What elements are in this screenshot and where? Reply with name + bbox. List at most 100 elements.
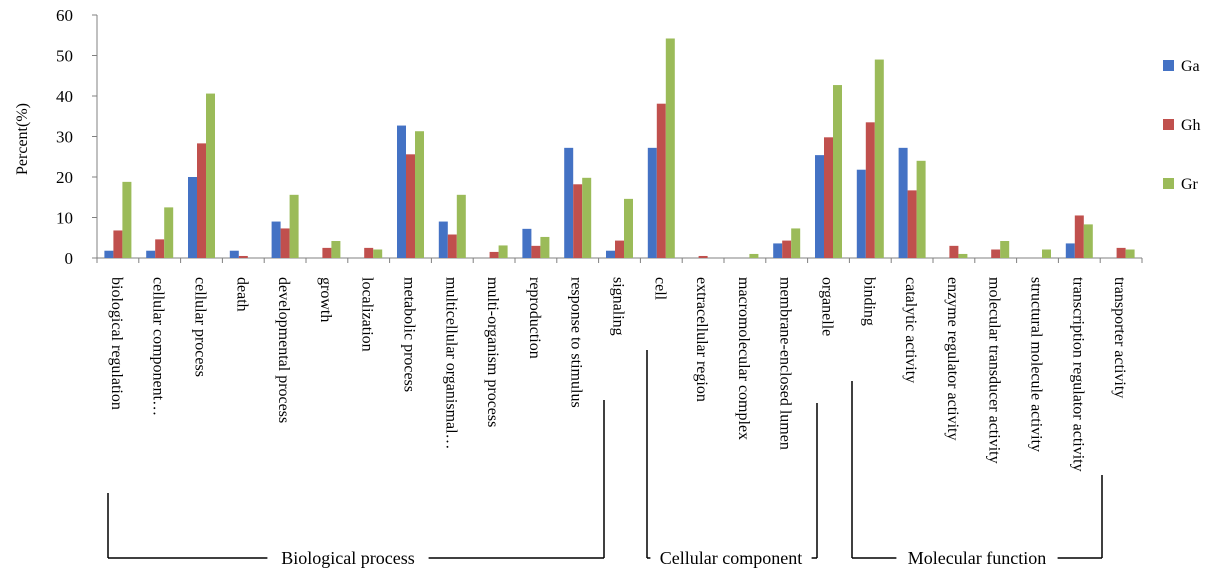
y-axis-title: Percent(%)	[14, 103, 31, 175]
bar-gh	[364, 247, 374, 259]
bar-ga	[271, 221, 281, 258]
x-category-label: biological regulation	[108, 277, 125, 410]
x-category-label: cell	[651, 277, 668, 301]
bar-gr	[874, 59, 884, 258]
bar-gr	[206, 93, 215, 258]
bar-gh	[531, 245, 541, 258]
bar-gh	[406, 154, 415, 258]
x-category-label: localization	[359, 277, 376, 352]
bar-gr	[916, 160, 926, 258]
bar-gr	[958, 253, 968, 258]
bar-gh	[615, 240, 624, 258]
bar-gr	[289, 194, 299, 258]
bar-gr	[833, 85, 842, 258]
x-category-label: cellular process	[192, 277, 209, 377]
bar-ga	[229, 250, 239, 258]
bar-gr	[456, 194, 466, 258]
group-label: Cellular component	[660, 548, 802, 568]
x-category-label: multi-organism process	[484, 277, 501, 427]
bar-gh	[197, 143, 206, 258]
x-category-label: death	[233, 277, 250, 312]
bar-ga	[606, 250, 615, 258]
group-label: Molecular function	[908, 548, 1046, 568]
bar-gh	[155, 239, 165, 258]
x-category-label: growth	[317, 277, 334, 322]
bar-ga	[898, 147, 908, 258]
y-tick-label: 0	[65, 249, 74, 268]
x-category-label: macromolecular complex	[735, 277, 752, 440]
y-tick-label: 50	[56, 47, 73, 66]
bar-gr	[1042, 249, 1051, 258]
bar-gr	[749, 253, 759, 258]
group-label: Biological process	[281, 548, 414, 568]
bar-gh	[238, 255, 248, 258]
x-category-label: binding	[860, 277, 877, 326]
bar-gr	[331, 240, 341, 258]
x-category-label: reproduction	[526, 277, 543, 359]
bar-gr	[122, 181, 132, 258]
bar-gh	[489, 251, 499, 258]
bar-ga	[188, 177, 197, 258]
bar-ga	[815, 155, 824, 258]
bar-ga	[522, 228, 532, 258]
bar-gh	[573, 184, 583, 258]
bar-gh	[447, 234, 457, 258]
bar-ga	[438, 221, 448, 258]
bar-gh	[698, 255, 708, 258]
group-label-bg	[650, 546, 812, 568]
bar-gr	[540, 236, 550, 258]
bar-ga	[856, 169, 866, 258]
legend-label-ga: Ga	[1181, 58, 1200, 75]
y-tick-label: 20	[56, 168, 73, 187]
x-category-label: catalytic activity	[902, 277, 919, 383]
bar-gh	[1074, 215, 1084, 258]
bar-ga	[104, 250, 114, 258]
bar-ga	[647, 147, 657, 258]
bar-gr	[415, 131, 424, 258]
x-category-label: extracellular region	[693, 277, 710, 402]
bar-gr	[498, 245, 508, 258]
bar-gh	[782, 240, 792, 258]
x-category-label: membrane-enclosed lumen	[777, 277, 794, 450]
bar-ga	[773, 243, 783, 258]
bar-gr	[582, 177, 592, 258]
x-category-label: response to stimulus	[568, 277, 585, 408]
bar-gh	[1116, 247, 1126, 259]
bar-gr	[373, 249, 383, 258]
x-category-label: metabolic process	[401, 277, 418, 392]
y-tick-label: 10	[56, 209, 73, 228]
bar-ga	[564, 147, 574, 258]
group-label-bg	[267, 546, 429, 568]
bar-gh	[991, 249, 1001, 258]
x-category-label: cellular component…	[150, 277, 167, 416]
x-category-label: transcription regulator activity	[1069, 277, 1086, 472]
y-tick-label: 30	[56, 128, 73, 147]
legend-label-gh: Gh	[1181, 117, 1201, 134]
legend-swatch-gr	[1163, 178, 1174, 189]
bar-gh	[322, 247, 332, 259]
bar-ga	[146, 250, 156, 258]
legend-label-gr: Gr	[1181, 176, 1199, 193]
x-category-label: enzyme regulator activity	[944, 277, 961, 440]
bar-gh	[907, 190, 917, 258]
bar-ga	[397, 125, 406, 258]
x-category-label: organelle	[819, 277, 836, 336]
bar-gr	[1000, 240, 1010, 258]
legend-swatch-ga	[1163, 60, 1174, 71]
x-category-label: molecular transducer activity	[986, 277, 1003, 464]
legend-swatch-gh	[1163, 119, 1174, 130]
bar-gr	[665, 38, 675, 258]
bar-gh	[824, 137, 833, 258]
x-category-label: signaling	[610, 277, 627, 336]
bar-gr	[791, 228, 801, 258]
bar-ga	[1065, 243, 1075, 258]
bar-gh	[949, 245, 959, 258]
x-category-label: developmental process	[275, 277, 292, 423]
bar-gh	[656, 103, 666, 258]
bar-gr	[624, 198, 633, 258]
bar-gr	[1125, 249, 1135, 258]
x-category-label: transporter activity	[1111, 277, 1128, 398]
bar-gr	[1083, 224, 1093, 258]
